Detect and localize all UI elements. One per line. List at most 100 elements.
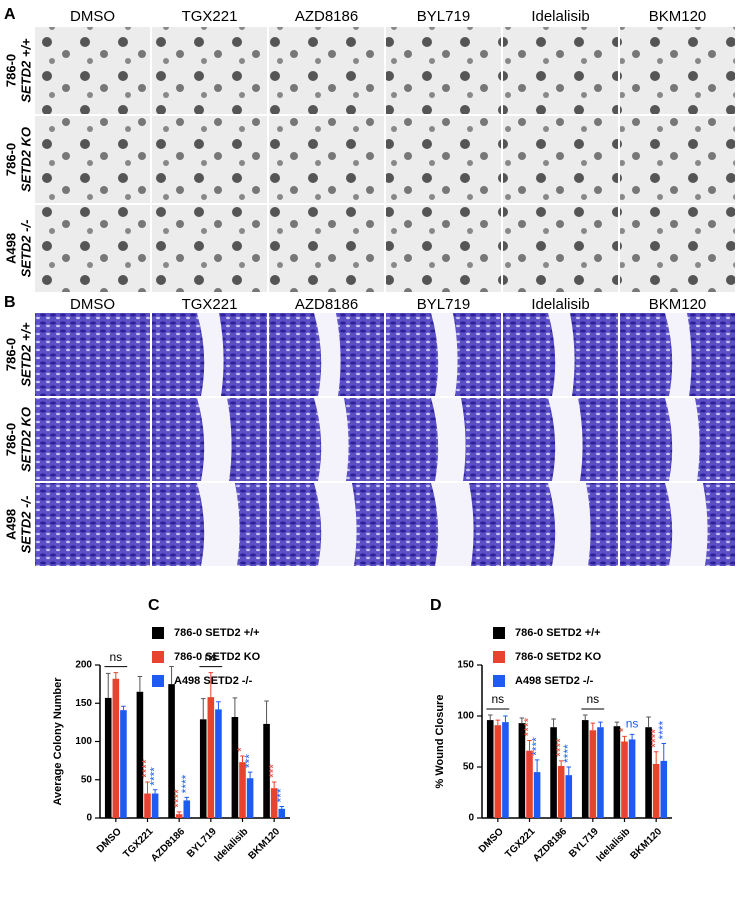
legend-label: 786-0 SETD2 +/+ (515, 627, 601, 639)
bar (502, 722, 509, 818)
bar (175, 814, 183, 818)
row-cell-label: 786-0 (3, 54, 18, 87)
bracket-label: ns (491, 692, 504, 706)
bar (486, 720, 494, 818)
bar (231, 717, 239, 818)
column-header: DMSO (70, 8, 115, 25)
error-bar (614, 721, 620, 727)
micrograph (35, 398, 150, 481)
wound-gap (665, 483, 708, 566)
bar (526, 750, 533, 818)
error-bar (113, 672, 119, 679)
wound-gap (548, 483, 591, 566)
error-bar (232, 697, 238, 718)
row-cell-label: A498 (3, 233, 18, 264)
bracket-label: ns (109, 650, 122, 664)
panel-label: A (4, 6, 16, 23)
legend-swatch (152, 627, 164, 639)
panel-label: B (4, 294, 16, 311)
bar (645, 727, 652, 818)
micrograph (152, 205, 267, 292)
legend-label: A498 SETD2 -/- (174, 675, 253, 687)
legend-swatch (152, 675, 164, 687)
error-bar (152, 789, 158, 794)
y-tick-label: 100 (75, 736, 92, 747)
wound-gap (197, 483, 240, 566)
wound-gap (197, 313, 224, 396)
column-header: AZD8186 (295, 8, 358, 25)
legend-label: 786-0 SETD2 KO (174, 651, 261, 663)
bracket-label: ns (204, 650, 217, 664)
column-header: Idelalisib (531, 8, 589, 25)
micrograph (269, 116, 384, 203)
micrograph (269, 27, 384, 114)
row-genotype-label: SETD2 +/+ (18, 322, 33, 387)
x-tick-label: DMSO (477, 826, 506, 855)
wound-gap (431, 483, 474, 566)
bar (581, 720, 589, 818)
wound-gap (665, 313, 692, 396)
bar (589, 730, 597, 818)
micrograph (35, 205, 150, 292)
error-bar (184, 796, 190, 801)
bar (112, 678, 120, 818)
bar (199, 719, 207, 818)
error-bar (279, 806, 285, 809)
row-cell-label: 786-0 (3, 423, 18, 456)
column-header: AZD8186 (295, 296, 358, 313)
row-cell-label: 786-0 (3, 338, 18, 371)
error-bar (145, 781, 150, 794)
error-bar (661, 743, 667, 761)
significance: **** (656, 721, 670, 740)
error-bar (487, 714, 493, 721)
bar (215, 709, 222, 818)
y-tick-label: 50 (81, 774, 93, 785)
significance: **** (179, 774, 193, 793)
error-bar (582, 714, 588, 721)
column-header: DMSO (70, 296, 115, 313)
panel-label: D (430, 597, 442, 614)
error-bar (169, 666, 174, 685)
bar (183, 800, 191, 818)
micrograph (35, 483, 150, 566)
y-tick-label: 50 (463, 762, 475, 773)
y-axis-label: Average Colony Number (52, 677, 64, 806)
bar (278, 808, 286, 818)
error-bar (121, 705, 126, 711)
significance: **** (522, 717, 536, 736)
row-genotype-label: SETD2 KO (18, 127, 33, 192)
bar (120, 710, 127, 818)
row-genotype-label: SETD2 -/- (18, 220, 33, 278)
significance: **** (147, 767, 161, 786)
bar (518, 723, 526, 818)
significance: **** (171, 789, 185, 808)
x-tick-label: BKM120 (628, 826, 664, 862)
bar (652, 763, 660, 818)
bar (565, 775, 573, 818)
legend-label: 786-0 SETD2 +/+ (174, 627, 260, 639)
micrograph (620, 116, 735, 203)
wound-gap (548, 398, 583, 481)
bar (246, 778, 254, 818)
legend-swatch (152, 651, 164, 663)
y-tick-label: 150 (75, 698, 92, 709)
error-bar (598, 721, 603, 728)
micrograph (386, 27, 501, 114)
y-tick-label: 100 (457, 711, 474, 722)
row-cell-label: 786-0 (3, 143, 18, 176)
column-header: Idelalisib (531, 296, 589, 313)
wound-gap (431, 398, 466, 481)
column-header: TGX221 (182, 8, 238, 25)
wound-gap (314, 313, 341, 396)
micrograph (386, 205, 501, 292)
error-bar (622, 735, 627, 742)
wound-gap (197, 398, 232, 481)
column-header: BKM120 (649, 8, 707, 25)
row-genotype-label: SETD2 KO (18, 407, 33, 472)
micrograph (503, 116, 618, 203)
y-tick-label: 150 (457, 660, 474, 671)
significance: *** (266, 764, 280, 778)
error-bar (200, 698, 206, 720)
x-tick-label: BKM120 (246, 826, 282, 862)
column-header: BYL719 (417, 296, 470, 313)
